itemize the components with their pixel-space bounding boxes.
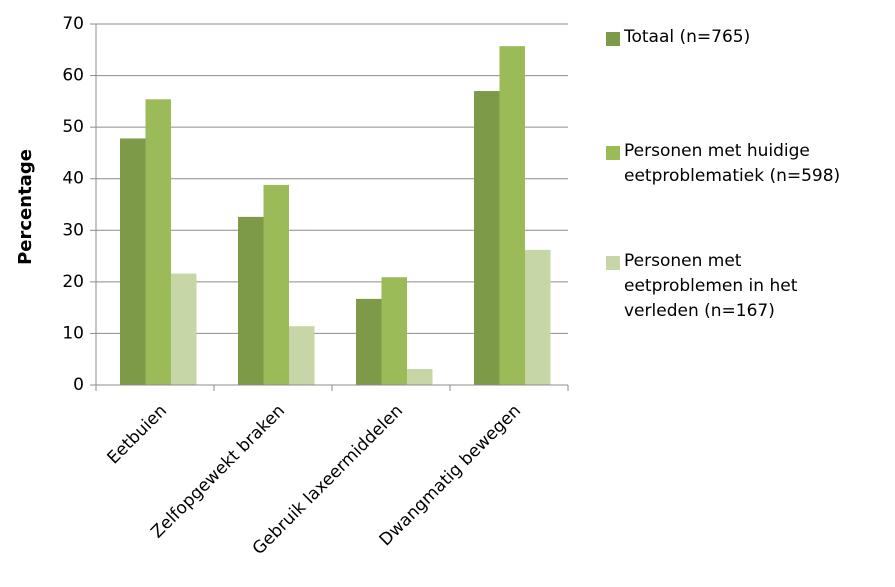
legend-item: Personen met huidige eetproblematiek (n=5…: [606, 139, 840, 189]
bar: [289, 326, 315, 385]
legend-label: Personen met huidige eetproblematiek (n=5…: [624, 139, 840, 189]
bar: [238, 216, 264, 385]
legend-label: Personen met eetproblemen in het verleden …: [624, 249, 797, 324]
y-tick-label: 30: [62, 220, 84, 240]
y-tick-label: 20: [62, 272, 84, 292]
bar: [499, 46, 525, 385]
legend-label: Totaal (n=765): [624, 25, 750, 50]
y-axis-label: Percentage: [15, 149, 36, 265]
bar: [356, 298, 382, 385]
bars: [120, 46, 551, 386]
bar: [145, 99, 171, 386]
bar: [525, 249, 551, 385]
y-tick-label: 0: [73, 375, 84, 395]
bar: [474, 91, 500, 386]
legend-label-line: verleden (n=167): [624, 301, 775, 321]
y-tick-label: 50: [62, 117, 84, 137]
legend-item: Totaal (n=765): [606, 25, 750, 50]
legend-label-line: Totaal (n=765): [624, 27, 751, 47]
y-tick-labels: 0 10 20 30 40 50 60 70: [62, 14, 84, 395]
legend-label-line: Personen met: [624, 251, 742, 271]
legend-label-line: Personen met huidige: [624, 141, 810, 161]
x-tick-label: Eetbuien: [104, 401, 171, 468]
y-tick-label: 70: [62, 14, 84, 34]
bar: [171, 273, 197, 385]
bar: [263, 184, 289, 385]
x-tick-label: Zelfopgewekt braken: [147, 401, 289, 543]
axes: [90, 23, 569, 391]
legend-label-line: eetproblemen in het: [624, 276, 798, 296]
legend-item: Personen met eetproblemen in het verleden …: [606, 249, 797, 324]
legend-label-line: eetproblematiek (n=598): [624, 166, 841, 186]
y-tick-label: 40: [62, 169, 84, 189]
y-tick-label: 10: [62, 323, 84, 343]
bar: [381, 277, 407, 385]
legend-swatch: [606, 32, 620, 46]
y-tick-label: 60: [62, 66, 84, 86]
legend-swatch: [606, 146, 620, 160]
bar: [120, 138, 146, 385]
bar: [407, 369, 433, 385]
legend-swatch: [606, 256, 620, 270]
